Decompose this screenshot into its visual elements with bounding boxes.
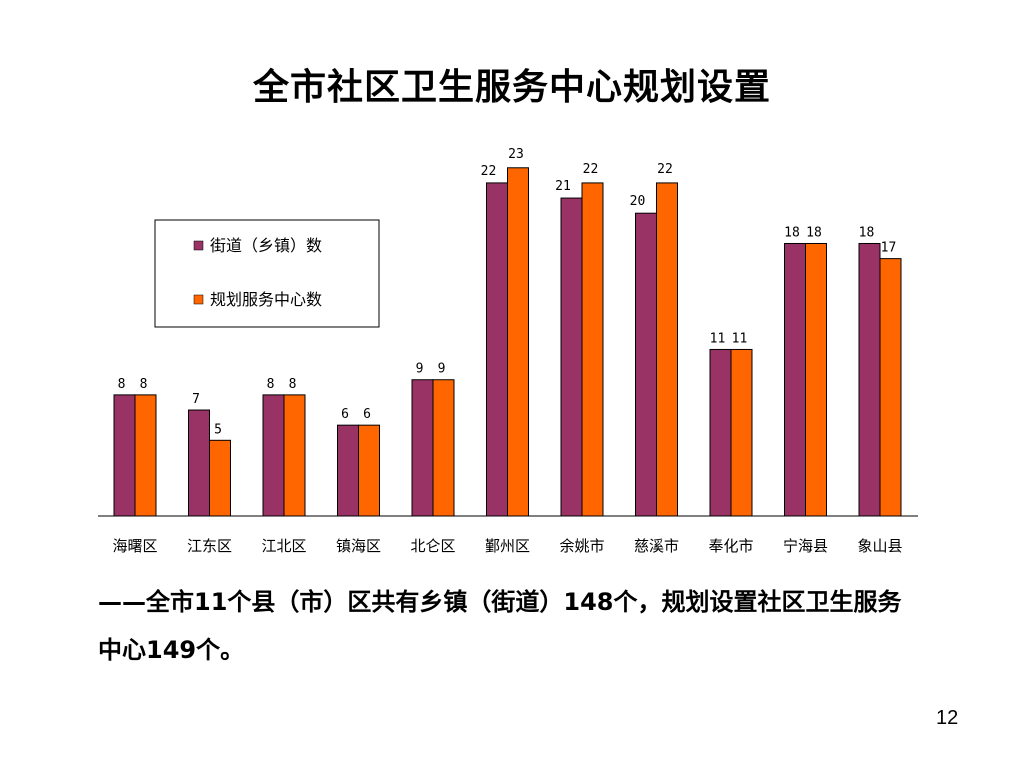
category-label-9: 奉化市 (708, 537, 753, 555)
value-label-series-2-1: 8 (140, 377, 148, 392)
value-label-series-2-8: 22 (657, 162, 673, 177)
value-label-series-1-4: 6 (341, 407, 349, 422)
bar-series-2-11 (879, 258, 902, 517)
bar-series-1-4 (337, 424, 359, 517)
bar-series-2-7 (581, 182, 604, 517)
value-label-series-2-9: 11 (732, 331, 748, 346)
bar-series-1-5 (411, 379, 434, 517)
bar-series-2-10 (805, 242, 827, 517)
bar-series-2-8 (656, 182, 678, 517)
value-label-series-1-11: 18 (859, 225, 875, 240)
bar-series-1-6 (486, 182, 508, 517)
value-label-series-1-7: 21 (555, 179, 571, 194)
value-label-series-2-3: 8 (289, 377, 297, 392)
legend: 街道（乡镇）数 规划服务中心数 (154, 219, 380, 328)
bar-series-2-5 (432, 379, 455, 517)
category-label-5: 北仑区 (410, 537, 455, 555)
category-label-2: 江东区 (187, 537, 232, 555)
legend-swatch-series-2 (193, 294, 204, 305)
bar-series-1-1 (113, 394, 136, 517)
category-label-1: 海曙区 (112, 537, 157, 555)
caption-text: ——全市11个县（市）区共有乡镇（街道）148个，规划设置社区卫生服务中心149… (98, 588, 902, 664)
category-label-6: 鄞州区 (485, 537, 530, 555)
page-title: 全市社区卫生服务中心规划设置 (252, 67, 771, 108)
legend-swatch-series-1 (193, 240, 204, 251)
value-label-series-1-10: 18 (784, 225, 800, 240)
value-label-series-2-10: 18 (806, 225, 822, 240)
category-label-10: 宁海县 (783, 537, 828, 555)
bar-series-1-3 (262, 394, 285, 517)
bar-series-2-2 (209, 439, 231, 517)
bar-series-2-6 (507, 167, 529, 517)
category-label-11: 象山县 (857, 537, 902, 555)
bar-series-1-9 (709, 348, 732, 517)
bar-series-1-11 (858, 242, 881, 517)
bar-series-2-9 (730, 348, 753, 517)
category-label-4: 镇海区 (336, 537, 381, 555)
bar-series-2-4 (358, 424, 380, 517)
legend-box (154, 219, 380, 328)
bar-series-1-2 (188, 409, 210, 517)
category-label-3: 江北区 (261, 537, 306, 555)
value-label-series-1-6: 22 (481, 164, 497, 179)
bar-series-1-8 (635, 212, 657, 517)
bar-series-1-10 (784, 242, 806, 517)
value-label-series-2-4: 6 (363, 407, 371, 422)
value-label-series-1-8: 20 (630, 194, 646, 209)
category-label-7: 余姚市 (559, 537, 604, 555)
value-label-series-1-9: 11 (710, 331, 726, 346)
bar-series-1-7 (560, 197, 583, 517)
bar-series-2-1 (134, 394, 157, 517)
legend-label-series-2: 规划服务中心数 (210, 290, 322, 309)
category-labels-layer: 海曙区 江东区 江北区 镇海区 北仑区 鄞州区 余姚市 慈溪市 奉化市 宁海县 象山县 (112, 537, 902, 555)
value-label-series-1-5: 9 (416, 362, 424, 377)
category-label-8: 慈溪市 (634, 537, 679, 555)
value-label-series-2-11: 17 (881, 241, 897, 256)
value-label-series-1-2: 7 (192, 392, 200, 407)
legend-label-series-1: 街道（乡镇）数 (210, 236, 322, 255)
page-number: 12 (936, 707, 959, 729)
value-label-series-2-7: 22 (583, 162, 599, 177)
value-label-series-1-1: 8 (118, 377, 126, 392)
value-label-series-2-6: 23 (508, 147, 524, 162)
bar-series-2-3 (283, 394, 306, 517)
value-label-series-1-3: 8 (267, 377, 275, 392)
value-label-series-2-5: 9 (438, 362, 446, 377)
value-label-series-2-2: 5 (214, 422, 222, 437)
